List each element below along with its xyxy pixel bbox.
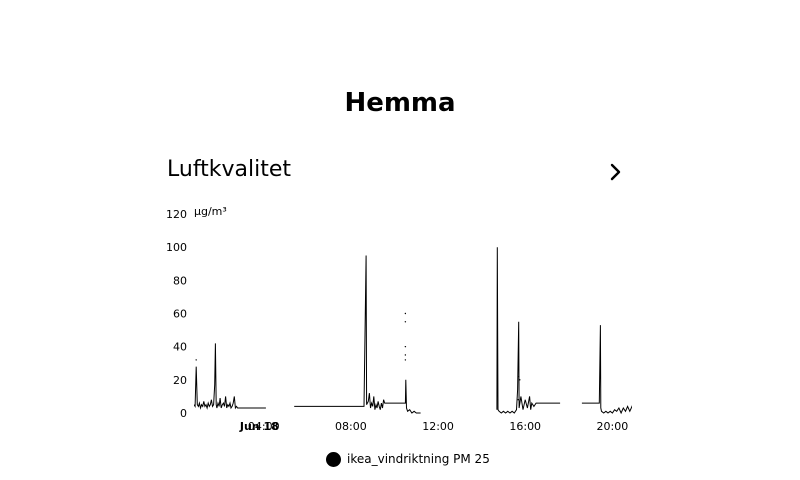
y-tick-label: 60	[173, 308, 187, 321]
data-point	[404, 359, 407, 361]
x-tick-label: 04:00	[248, 420, 280, 433]
x-tick-label: Jun 18	[239, 420, 279, 433]
x-tick-label: 16:00	[509, 420, 541, 433]
card-header[interactable]: Luftkvalitet	[167, 155, 633, 187]
y-tick-label: 100	[166, 241, 187, 254]
y-unit-label: µg/m³	[194, 205, 227, 218]
data-point	[404, 312, 407, 315]
legend-label: ikea_vindriktning PM 25	[347, 452, 490, 466]
chevron-right-icon[interactable]	[605, 159, 627, 185]
y-tick-label: 20	[173, 374, 187, 387]
data-point	[404, 354, 407, 356]
x-tick-label: 08:00	[335, 420, 367, 433]
data-point	[519, 379, 521, 381]
series-line	[294, 255, 421, 414]
series-line	[581, 325, 632, 415]
data-point	[517, 375, 520, 378]
x-tick-label: 12:00	[422, 420, 454, 433]
y-tick-label: 40	[173, 341, 187, 354]
y-tick-label: 0	[180, 407, 187, 420]
series-line	[194, 343, 266, 410]
data-point	[404, 345, 407, 348]
series-line	[496, 247, 561, 414]
legend-item[interactable]: ikea_vindriktning PM 25	[326, 451, 490, 467]
y-tick-label: 120	[166, 208, 187, 221]
page-title: Hemma	[344, 88, 456, 118]
card-title: Luftkvalitet	[167, 157, 292, 182]
legend-marker	[326, 451, 341, 467]
data-point	[404, 321, 407, 323]
data-point	[517, 399, 519, 401]
x-tick-label: 20:00	[597, 420, 629, 433]
y-tick-label: 80	[173, 274, 187, 287]
data-point	[195, 359, 197, 361]
